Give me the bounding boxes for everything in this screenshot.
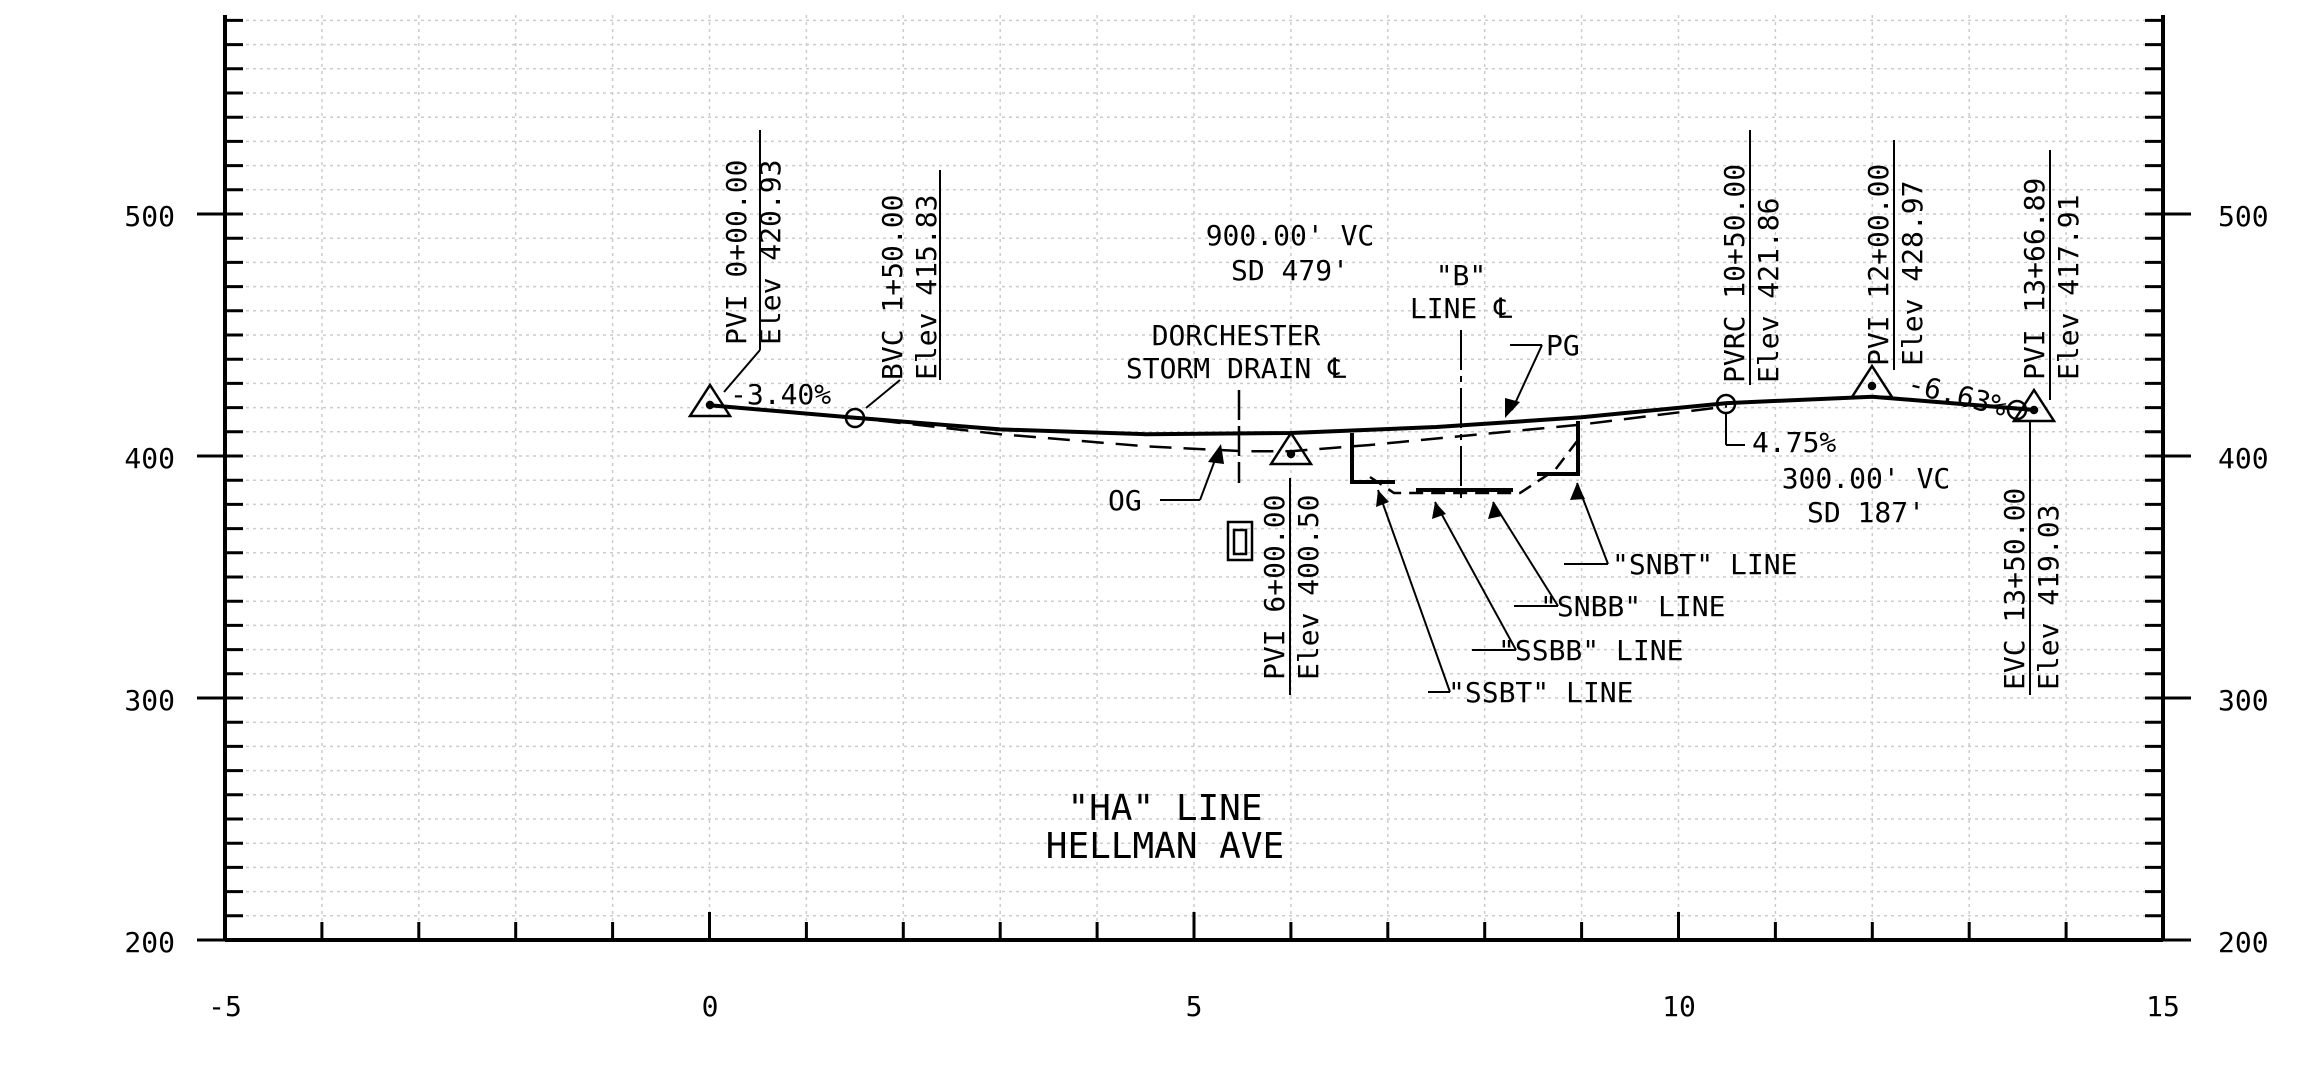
y-tick-label-left: 200 — [124, 926, 175, 959]
grid — [225, 15, 2163, 940]
x-tick-label: 0 — [702, 990, 719, 1023]
y-tick-label-left: 300 — [124, 684, 175, 717]
evc-circle-icon — [2006, 399, 2028, 421]
vc1-length: 900.00' VC — [1206, 219, 1375, 252]
og-label: OG — [1108, 484, 1142, 517]
x-tick-label: 10 — [1662, 990, 1696, 1023]
pg-line — [709, 394, 2035, 437]
drawing-title-line1: "HA" LINE — [1067, 788, 1262, 829]
pvi-13-elev: Elev 417.91 — [2052, 195, 2085, 380]
drawing-title-line2: HELLMAN AVE — [1046, 826, 1284, 867]
y-tick-label-right: 400 — [2218, 442, 2269, 475]
leaders — [723, 130, 2051, 695]
bvc-station: BVC 1+50.00 — [876, 195, 909, 380]
dorchester-label-1: DORCHESTER — [1152, 319, 1321, 352]
b-line-label-2: LINE ℄ — [1410, 292, 1512, 325]
pvi-13-station: PVI 13+66.89 — [2018, 178, 2051, 380]
pvi-0-station: PVI 0+00.00 — [720, 160, 753, 345]
pvi-markers — [687, 363, 2057, 466]
bridge-structure — [1350, 421, 1580, 492]
arrowheads — [1208, 398, 1585, 519]
bvc-circle-icon — [844, 407, 866, 429]
pvi-6-station: PVI 6+00.00 — [1258, 495, 1291, 680]
x-tick-label: 15 — [2146, 990, 2180, 1023]
x-tick-label: -5 — [208, 990, 242, 1023]
grade-2-label: 4.75% — [1752, 426, 1836, 459]
ssbb-label: "SSBB" LINE — [1498, 634, 1683, 667]
grade-3-label: -6.63% — [1904, 367, 2010, 424]
vc2-length: 300.00' VC — [1782, 462, 1951, 495]
pvi-triangle-icon — [2011, 387, 2057, 423]
evc-elev: Elev 419.03 — [2032, 505, 2065, 690]
pvi-triangle-icon — [687, 382, 733, 418]
y-tick-label-right: 200 — [2218, 926, 2269, 959]
ssbt-label: "SSBT" LINE — [1448, 676, 1633, 709]
y-tick-label-left: 400 — [124, 442, 175, 475]
y-tick-label-right: 500 — [2218, 200, 2269, 233]
pvi-triangle-icon — [1849, 363, 1895, 399]
snbb-label: "SNBB" LINE — [1540, 590, 1725, 623]
evc-station: EVC 13+50.00 — [1998, 488, 2031, 690]
storm-drain-box — [1226, 390, 1254, 562]
y-tick-label-left: 500 — [124, 200, 175, 233]
x-tick-label: 5 — [1186, 990, 1203, 1023]
vc1-sd: SD 479' — [1231, 254, 1349, 287]
snbt-label: "SNBT" LINE — [1612, 548, 1797, 581]
pg-label: PG — [1546, 329, 1580, 362]
pvrc-elev: Elev 421.86 — [1752, 198, 1785, 383]
pvi-12-elev: Elev 428.97 — [1896, 181, 1929, 366]
pvi-triangle-icon — [1268, 430, 1314, 466]
y-tick-label-right: 300 — [2218, 684, 2269, 717]
pvi-12-station: PVI 12+00.00 — [1862, 164, 1895, 366]
dorchester-label-2: STORM DRAIN ℄ — [1126, 352, 1346, 385]
axis-ticks — [197, 18, 2191, 942]
vc2-sd: SD 187' — [1807, 496, 1925, 529]
grade-1-label: -3.40% — [730, 378, 831, 411]
pvi-0-elev: Elev 420.93 — [754, 160, 787, 345]
pvrc-station: PVRC 10+50.00 — [1718, 164, 1751, 383]
b-line-label-1: "B" — [1436, 259, 1487, 292]
bvc-elev: Elev 415.83 — [910, 195, 943, 380]
bridge-dashed — [1369, 439, 1579, 495]
pvi-6-elev: Elev 400.50 — [1292, 495, 1325, 680]
